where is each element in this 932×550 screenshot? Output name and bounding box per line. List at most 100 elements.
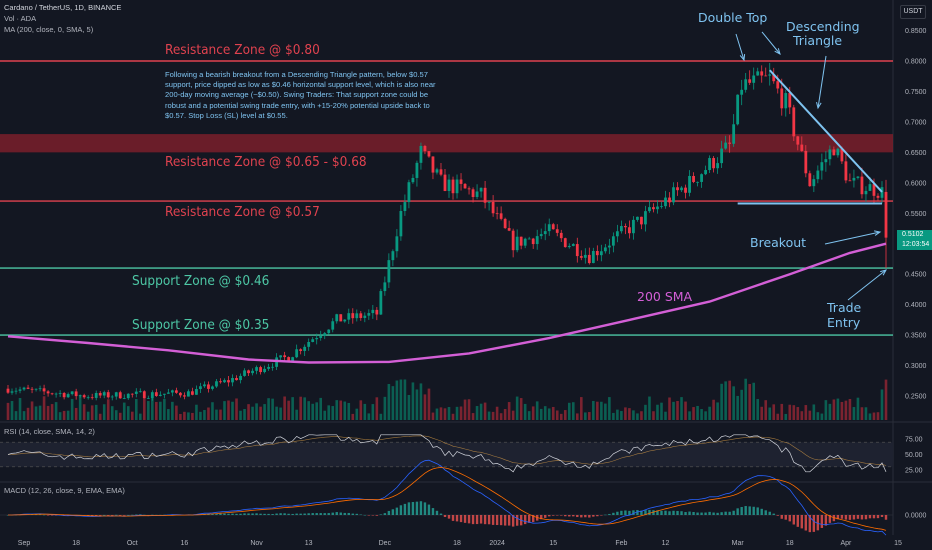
- candle-body: [162, 393, 166, 395]
- macd-hist-bar: [411, 502, 415, 515]
- double-top-label: Double Top: [698, 10, 768, 25]
- macd-hist-bar: [479, 515, 483, 524]
- time-axis-label: 2024: [489, 540, 505, 547]
- candle-body: [768, 74, 772, 76]
- macd-hist-bar: [552, 515, 555, 516]
- volume-bar: [636, 413, 639, 420]
- candle-body: [411, 177, 415, 183]
- candle-body: [391, 251, 395, 261]
- candle-body: [507, 228, 511, 231]
- volume-bar: [259, 406, 262, 420]
- volume-bar: [267, 398, 270, 420]
- volume-bar: [395, 380, 399, 420]
- macd-hist-bar: [816, 515, 820, 531]
- volume-bar: [151, 397, 154, 420]
- candle-body: [54, 393, 58, 395]
- candle-body: [856, 176, 860, 178]
- macd-hist-bar: [131, 514, 134, 516]
- volume-bar: [283, 396, 286, 420]
- candle-body: [575, 244, 579, 257]
- candle-body: [455, 179, 459, 194]
- macd-hist-bar: [339, 512, 342, 515]
- volume-bar: [796, 407, 800, 420]
- macd-hist-bar: [395, 507, 399, 515]
- volume-bar: [255, 403, 258, 420]
- trade-entry-label-2: Entry: [827, 315, 861, 330]
- volume-bar: [784, 413, 788, 420]
- candle-body: [503, 218, 507, 229]
- volume-bar: [792, 405, 796, 420]
- volume-bar: [628, 408, 631, 420]
- currency-button[interactable]: USDT: [900, 5, 926, 19]
- macd-hist-bar: [447, 515, 451, 519]
- candle-body: [223, 380, 226, 383]
- macd-hist-bar: [676, 510, 679, 515]
- candle-body: [515, 236, 519, 251]
- volume-bar: [700, 409, 703, 420]
- candle-body: [760, 71, 764, 76]
- time-axis-label: 15: [549, 540, 557, 547]
- volume-bar: [732, 386, 735, 420]
- macd-hist-bar: [540, 515, 543, 520]
- volume-bar: [211, 402, 214, 420]
- current-price-tag: 0.5102 12:03:54: [897, 230, 932, 250]
- candle-body: [527, 238, 531, 240]
- candle-body: [174, 390, 178, 393]
- candle-body: [764, 75, 768, 77]
- candle-body: [275, 357, 279, 367]
- volume-bar: [588, 412, 591, 420]
- candle-body: [363, 315, 367, 318]
- candle-body: [279, 355, 283, 358]
- candle-body: [535, 236, 539, 245]
- macd-hist-bar: [523, 515, 527, 525]
- time-axis-label: Mar: [732, 540, 745, 547]
- candle-body: [435, 169, 439, 173]
- candle-body: [82, 395, 86, 398]
- candle-body: [491, 201, 495, 214]
- candle-body: [315, 337, 319, 340]
- volume-bar: [159, 401, 162, 420]
- volume-bar: [50, 404, 54, 420]
- volume-bar: [668, 397, 671, 420]
- zone-label-0.65: Resistance Zone @ $0.65 - $0.68: [165, 154, 367, 170]
- candle-body: [475, 191, 479, 197]
- candle-body: [323, 333, 327, 336]
- volume-bar: [624, 407, 627, 420]
- candle-body: [539, 234, 543, 237]
- macd-hist-bar: [435, 510, 439, 515]
- candle-body: [26, 387, 30, 389]
- macd-hist-bar: [511, 515, 515, 527]
- candle-body: [327, 329, 331, 334]
- volume-bar: [351, 413, 355, 420]
- volume-bar: [575, 413, 579, 420]
- volume-bar: [82, 404, 86, 420]
- candle-body: [816, 170, 820, 180]
- candle-body: [311, 339, 315, 342]
- time-axis-label: Nov: [250, 540, 263, 547]
- volume-bar: [38, 405, 42, 420]
- macd-hist-bar: [371, 515, 375, 516]
- macd-hist-bar: [34, 514, 38, 516]
- volume-bar: [54, 402, 58, 420]
- volume-bar: [523, 403, 527, 420]
- volume-bar: [519, 398, 523, 420]
- volume-bar: [696, 405, 699, 420]
- candle-body: [720, 148, 724, 164]
- candle-body: [431, 156, 435, 173]
- macd-hist-bar: [556, 515, 559, 516]
- candle-body: [684, 187, 687, 193]
- candle-body: [788, 93, 792, 108]
- candle-body: [235, 378, 238, 381]
- candle-body: [114, 392, 118, 397]
- descending-triangle-label-1: Descending: [786, 19, 860, 34]
- macd-hist-bar: [660, 510, 663, 515]
- macd-hist-bar: [680, 511, 683, 515]
- volume-bar: [648, 396, 651, 420]
- candle-body: [704, 170, 707, 175]
- arrow-head: [816, 102, 822, 110]
- candle-body: [267, 366, 270, 369]
- candle-body: [864, 190, 868, 195]
- candle-body: [716, 163, 720, 169]
- macd-hist-bar: [379, 514, 383, 515]
